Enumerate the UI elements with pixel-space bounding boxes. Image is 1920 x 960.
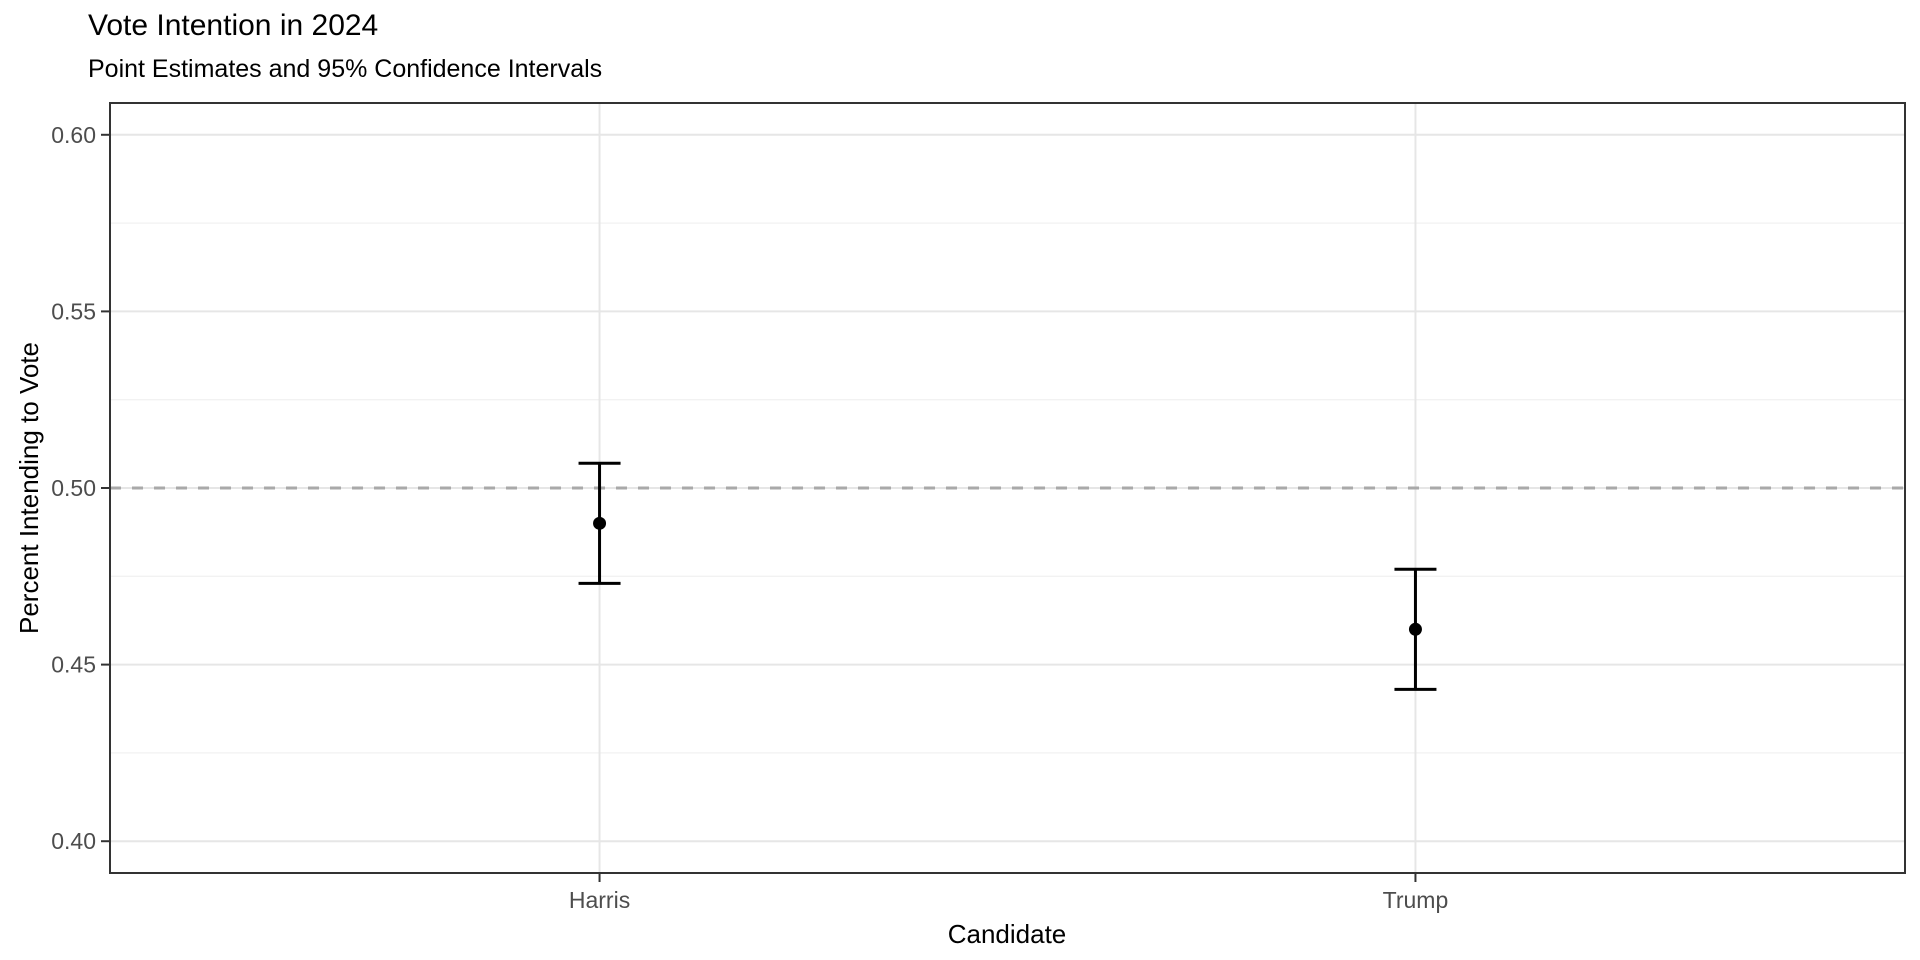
data-layer <box>578 461 1437 691</box>
y-tick-label: 0.55 <box>51 298 96 324</box>
point-estimate-harris <box>593 516 607 530</box>
point-estimate-trump <box>1408 622 1422 636</box>
x-tick-label-harris: Harris <box>569 887 630 913</box>
y-tick-label: 0.45 <box>51 652 96 678</box>
y-tick-label: 0.60 <box>51 122 96 148</box>
panel-border <box>109 102 1906 874</box>
chart-title: Vote Intention in 2024 <box>88 9 378 42</box>
error-bar-trump <box>1394 567 1437 691</box>
y-tick-label: 0.40 <box>51 828 96 854</box>
axis-layer: 0.40 0.45 0.50 0.55 0.60 Harris Trump <box>51 122 1448 913</box>
x-axis-title: Candidate <box>948 919 1067 949</box>
y-tick-label: 0.50 <box>51 475 96 501</box>
error-bar-harris <box>578 461 621 585</box>
y-axis-title: Percent Intending to Vote <box>14 342 44 634</box>
x-tick-label-trump: Trump <box>1383 887 1449 913</box>
chart-subtitle: Point Estimates and 95% Confidence Inter… <box>88 55 602 83</box>
